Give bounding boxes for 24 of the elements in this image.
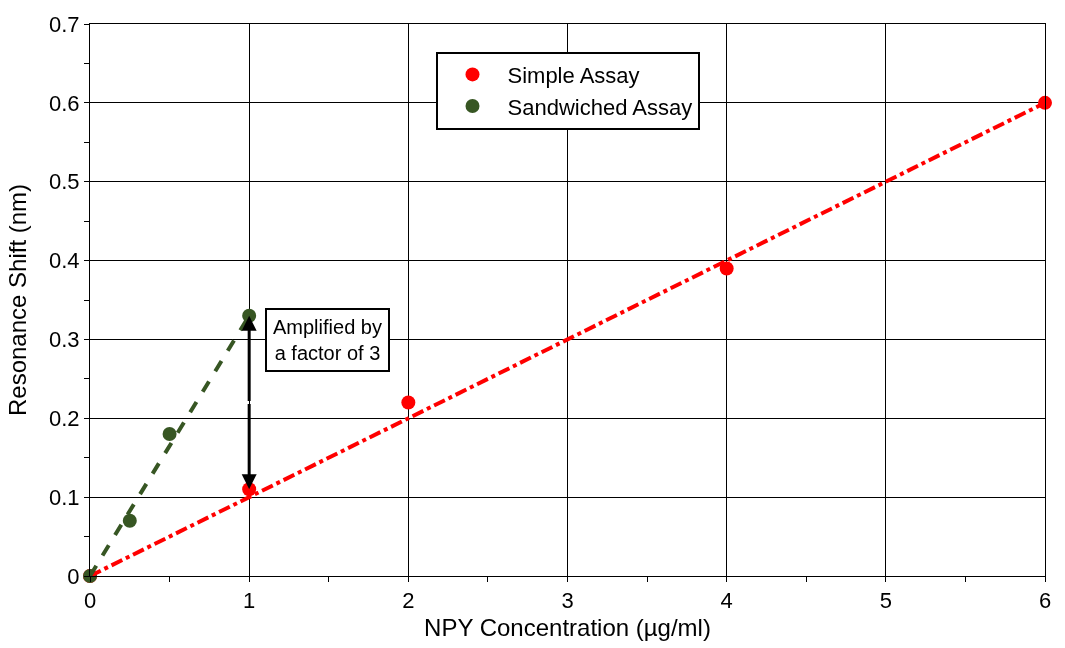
- x-tick-label: 6: [1038, 588, 1052, 614]
- x-tick-label: 5: [879, 588, 892, 614]
- y-tick-label: 0: [67, 563, 80, 589]
- point: [122, 513, 137, 528]
- point: [401, 395, 416, 410]
- legend-label: Simple Assay: [507, 62, 640, 88]
- x-axis-title: NPY Concentration (µg/ml): [424, 613, 711, 641]
- x-tick-label: 0: [83, 588, 97, 614]
- x-tick-label: 2: [402, 588, 415, 614]
- y-tick-label: 0.4: [49, 248, 80, 274]
- y-tick-label: 0.3: [49, 327, 80, 353]
- legend-label: Sandwiched Assay: [507, 94, 693, 120]
- y-tick-label: 0.2: [49, 405, 80, 431]
- x-tick-label: 3: [561, 588, 574, 614]
- y-tick-label: 0.5: [49, 169, 80, 195]
- x-tick-label: 1: [243, 588, 256, 614]
- y-tick-label: 0.7: [49, 11, 80, 37]
- y-axis-title: Resonance Shift (nm): [4, 183, 32, 417]
- point: [162, 427, 177, 442]
- x-tick-label: 4: [720, 588, 733, 614]
- y-tick-label: 0.6: [49, 90, 80, 116]
- annotation: Amplified by a factor of 3: [273, 316, 382, 364]
- point: [719, 261, 734, 276]
- y-tick-label: 0.1: [49, 484, 80, 510]
